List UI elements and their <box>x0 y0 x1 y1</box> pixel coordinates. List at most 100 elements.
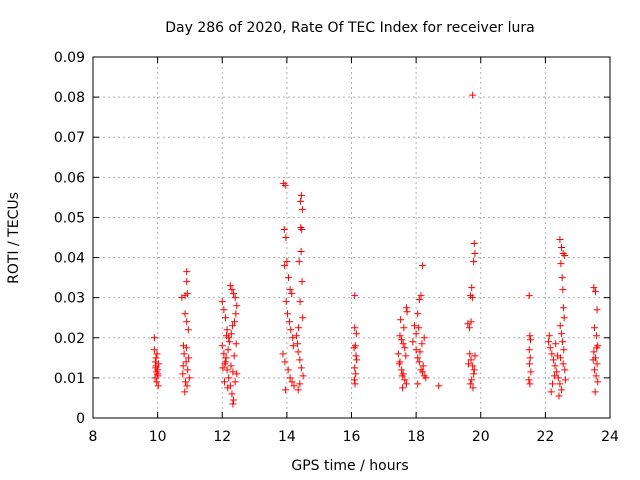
data-point <box>411 322 419 330</box>
data-point <box>399 384 407 392</box>
data-point <box>556 380 564 388</box>
data-point <box>398 366 406 374</box>
data-point <box>468 294 476 302</box>
data-point <box>525 346 533 354</box>
data-point <box>470 370 478 378</box>
data-points <box>150 91 602 408</box>
data-point <box>417 292 425 300</box>
data-point <box>282 298 290 306</box>
data-point <box>289 342 297 350</box>
data-point <box>351 292 359 300</box>
data-point <box>181 310 189 318</box>
data-point <box>396 332 404 340</box>
data-point <box>551 362 559 370</box>
data-point <box>231 294 239 302</box>
data-point <box>230 352 238 360</box>
x-tick-label: 18 <box>407 429 425 445</box>
data-point <box>224 346 232 354</box>
data-point <box>526 380 534 388</box>
data-point <box>525 376 533 384</box>
data-point <box>526 332 534 340</box>
data-point <box>469 384 477 392</box>
data-point <box>525 292 533 300</box>
data-point <box>419 368 427 376</box>
data-point <box>183 382 191 390</box>
data-point <box>224 384 232 392</box>
data-point <box>285 318 293 326</box>
data-point <box>296 298 304 306</box>
data-point <box>287 326 295 334</box>
data-point <box>297 364 305 372</box>
y-tick-label: 0 <box>76 411 85 427</box>
data-point <box>226 282 234 290</box>
data-point <box>350 376 358 384</box>
data-point <box>184 366 192 374</box>
data-point <box>465 324 473 332</box>
data-point <box>590 324 598 332</box>
data-point <box>284 366 292 374</box>
x-tick-label: 10 <box>149 429 167 445</box>
x-tick-label: 8 <box>89 429 98 445</box>
data-point <box>415 358 423 366</box>
data-point <box>286 286 294 294</box>
data-point <box>154 382 162 390</box>
data-point <box>225 338 233 346</box>
data-point <box>153 378 161 386</box>
x-tick-label: 20 <box>472 429 490 445</box>
data-point <box>299 372 307 380</box>
data-point <box>594 378 602 386</box>
data-point <box>225 374 233 382</box>
data-point <box>298 225 306 233</box>
data-point <box>526 354 534 362</box>
data-point <box>295 324 303 332</box>
data-point <box>152 364 160 372</box>
data-point <box>183 278 191 286</box>
data-point <box>419 262 427 270</box>
data-point <box>280 225 288 233</box>
data-point <box>229 322 237 330</box>
data-point <box>179 370 187 378</box>
data-point <box>231 318 239 326</box>
data-point <box>548 350 556 358</box>
data-point <box>593 306 601 314</box>
data-point <box>223 366 231 374</box>
data-point <box>548 380 556 388</box>
data-point <box>561 366 569 374</box>
data-point <box>401 376 409 384</box>
y-tick-label: 0.04 <box>54 251 85 267</box>
data-point <box>420 334 428 342</box>
data-point <box>556 236 564 244</box>
data-point <box>466 380 474 388</box>
data-point <box>554 374 562 382</box>
data-point <box>183 290 191 298</box>
data-point <box>412 330 420 338</box>
data-point <box>183 318 191 326</box>
data-point <box>283 258 291 266</box>
data-point <box>422 374 430 382</box>
data-point <box>414 380 422 388</box>
data-point <box>527 368 535 376</box>
data-point <box>183 268 191 276</box>
data-point <box>181 378 189 386</box>
data-point <box>350 344 358 352</box>
data-point <box>560 314 568 322</box>
y-tick-label: 0.08 <box>54 90 85 106</box>
data-point <box>593 344 601 352</box>
data-point <box>554 352 562 360</box>
y-tick-label: 0.03 <box>54 291 85 307</box>
data-point <box>467 318 475 326</box>
data-point <box>218 342 226 350</box>
data-point <box>394 350 402 358</box>
data-point <box>228 286 236 294</box>
data-point <box>545 338 553 346</box>
data-point <box>470 258 478 266</box>
data-point <box>464 360 472 368</box>
data-point <box>220 350 228 358</box>
data-point <box>527 336 535 344</box>
data-point <box>279 350 287 358</box>
data-point <box>546 344 554 352</box>
data-point <box>561 252 569 260</box>
data-point <box>419 362 427 370</box>
data-point <box>222 332 230 340</box>
